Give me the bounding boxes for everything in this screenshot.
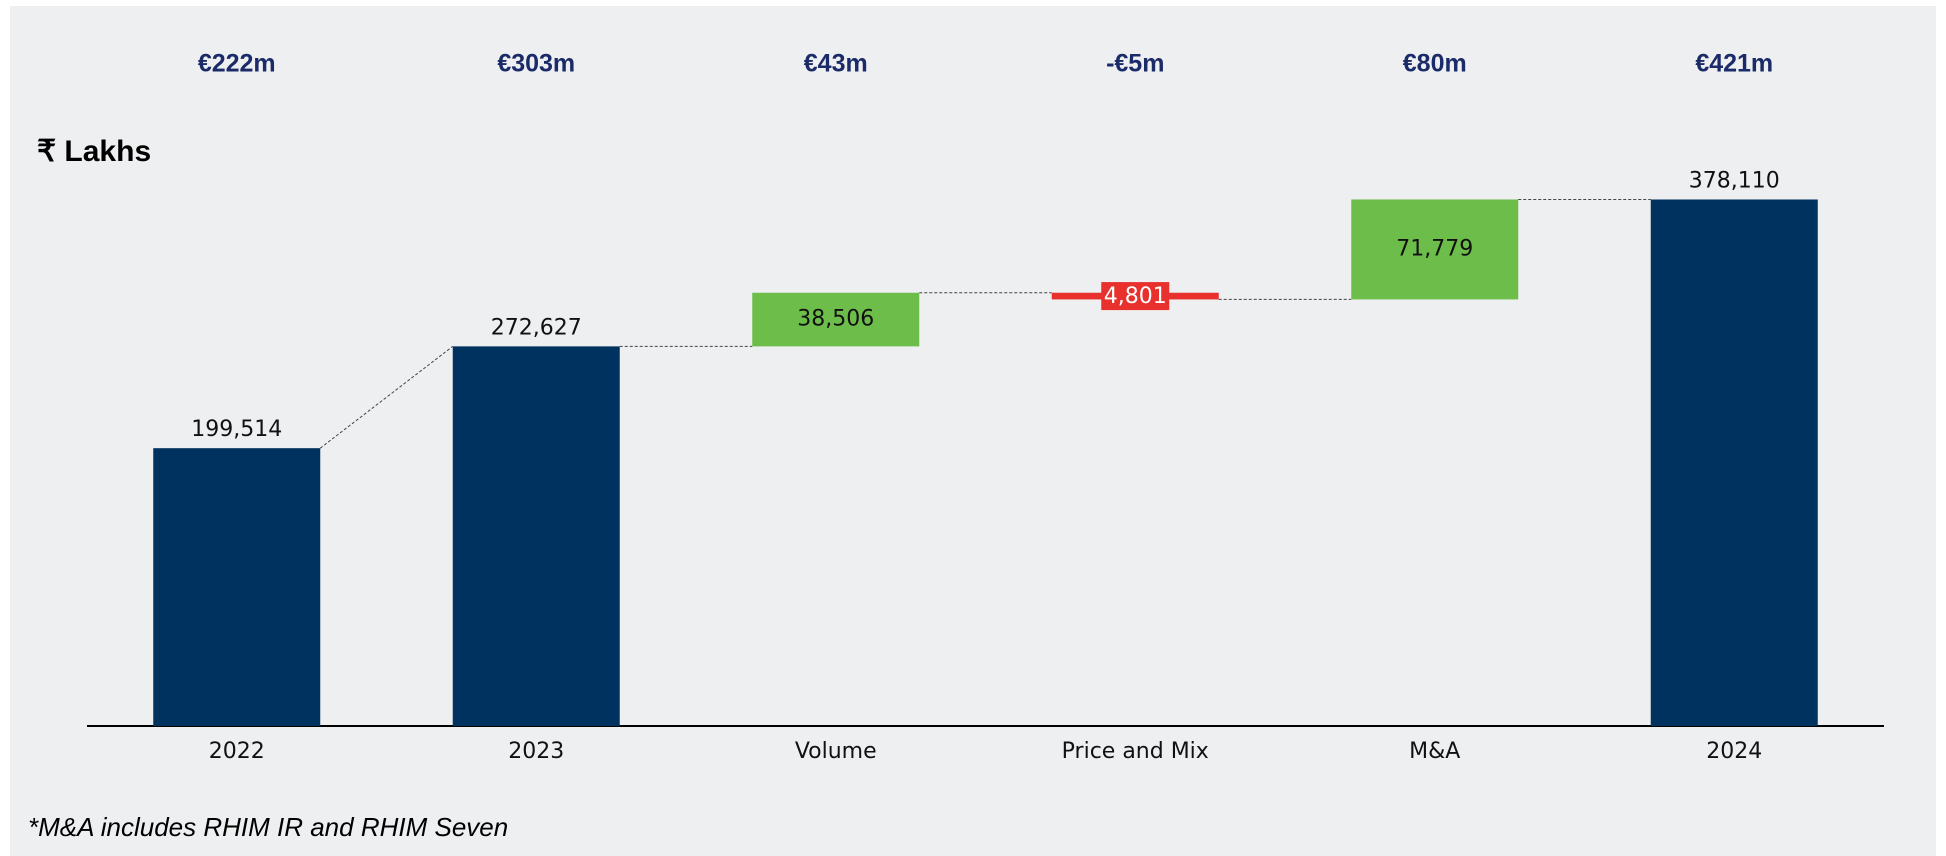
unit-label: ₹ Lakhs xyxy=(37,135,151,168)
annotation: €303m xyxy=(497,50,575,78)
x-tick-label: 2023 xyxy=(508,739,564,764)
x-tick-label: 2024 xyxy=(1706,739,1762,764)
value-label-bg xyxy=(1101,282,1170,311)
bar xyxy=(1351,199,1519,300)
value-label: 378,110 xyxy=(1689,168,1780,193)
value-label: 71,779 xyxy=(1396,236,1473,261)
value-label: 199,514 xyxy=(191,417,282,442)
value-label: 272,627 xyxy=(491,315,582,340)
background xyxy=(10,6,1936,856)
x-tick-label: 2022 xyxy=(209,739,265,764)
annotation: €80m xyxy=(1403,50,1467,78)
bar xyxy=(752,292,920,347)
value-label: 38,506 xyxy=(797,307,874,332)
value-label: 4,801 xyxy=(1104,284,1167,309)
annotation: €222m xyxy=(198,50,276,78)
annotation: €43m xyxy=(804,50,868,78)
x-tick-label: Volume xyxy=(795,739,877,764)
footnote: *M&A includes RHIM IR and RHIM Seven xyxy=(28,812,508,842)
bar xyxy=(1650,199,1818,727)
bar xyxy=(153,448,321,726)
x-tick-label: M&A xyxy=(1409,739,1460,764)
x-tick-label: Price and Mix xyxy=(1062,739,1209,764)
annotation: €421m xyxy=(1695,50,1773,78)
bar xyxy=(452,346,620,726)
annotation: -€5m xyxy=(1106,50,1164,78)
connector xyxy=(319,345,454,449)
